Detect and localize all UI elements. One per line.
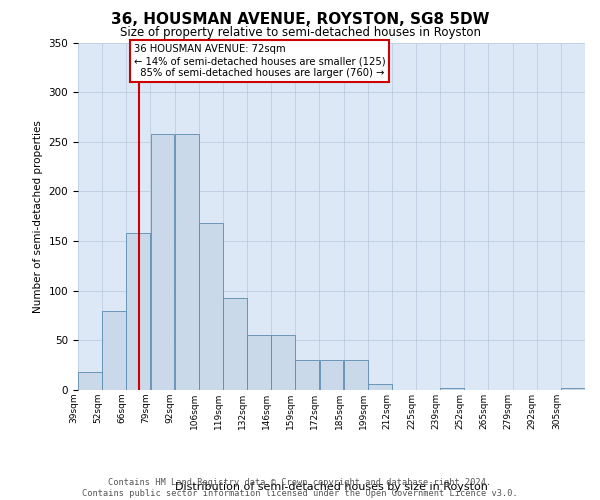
Bar (151, 134, 175, 390)
Text: 36 HOUSMAN AVENUE: 72sqm
← 14% of semi-detached houses are smaller (125)
  85% o: 36 HOUSMAN AVENUE: 72sqm ← 14% of semi-d… (134, 44, 385, 78)
Bar (102, 310, 126, 390)
Bar (320, 360, 343, 390)
Bar (440, 388, 464, 390)
Y-axis label: Number of semi-detached properties: Number of semi-detached properties (33, 120, 43, 312)
Bar (175, 134, 199, 390)
X-axis label: Distribution of semi-detached houses by size in Royston: Distribution of semi-detached houses by … (175, 482, 488, 492)
Bar (368, 384, 392, 390)
Bar (561, 388, 585, 390)
Text: Contains HM Land Registry data © Crown copyright and database right 2024.
Contai: Contains HM Land Registry data © Crown c… (82, 478, 518, 498)
Bar (344, 360, 368, 390)
Bar (247, 336, 271, 390)
Bar (127, 233, 151, 390)
Bar (295, 360, 319, 390)
Bar (271, 336, 295, 390)
Text: Size of property relative to semi-detached houses in Royston: Size of property relative to semi-detach… (119, 26, 481, 39)
Bar (199, 223, 223, 390)
Bar (78, 372, 102, 390)
Text: 36, HOUSMAN AVENUE, ROYSTON, SG8 5DW: 36, HOUSMAN AVENUE, ROYSTON, SG8 5DW (111, 12, 489, 28)
Bar (223, 298, 247, 390)
